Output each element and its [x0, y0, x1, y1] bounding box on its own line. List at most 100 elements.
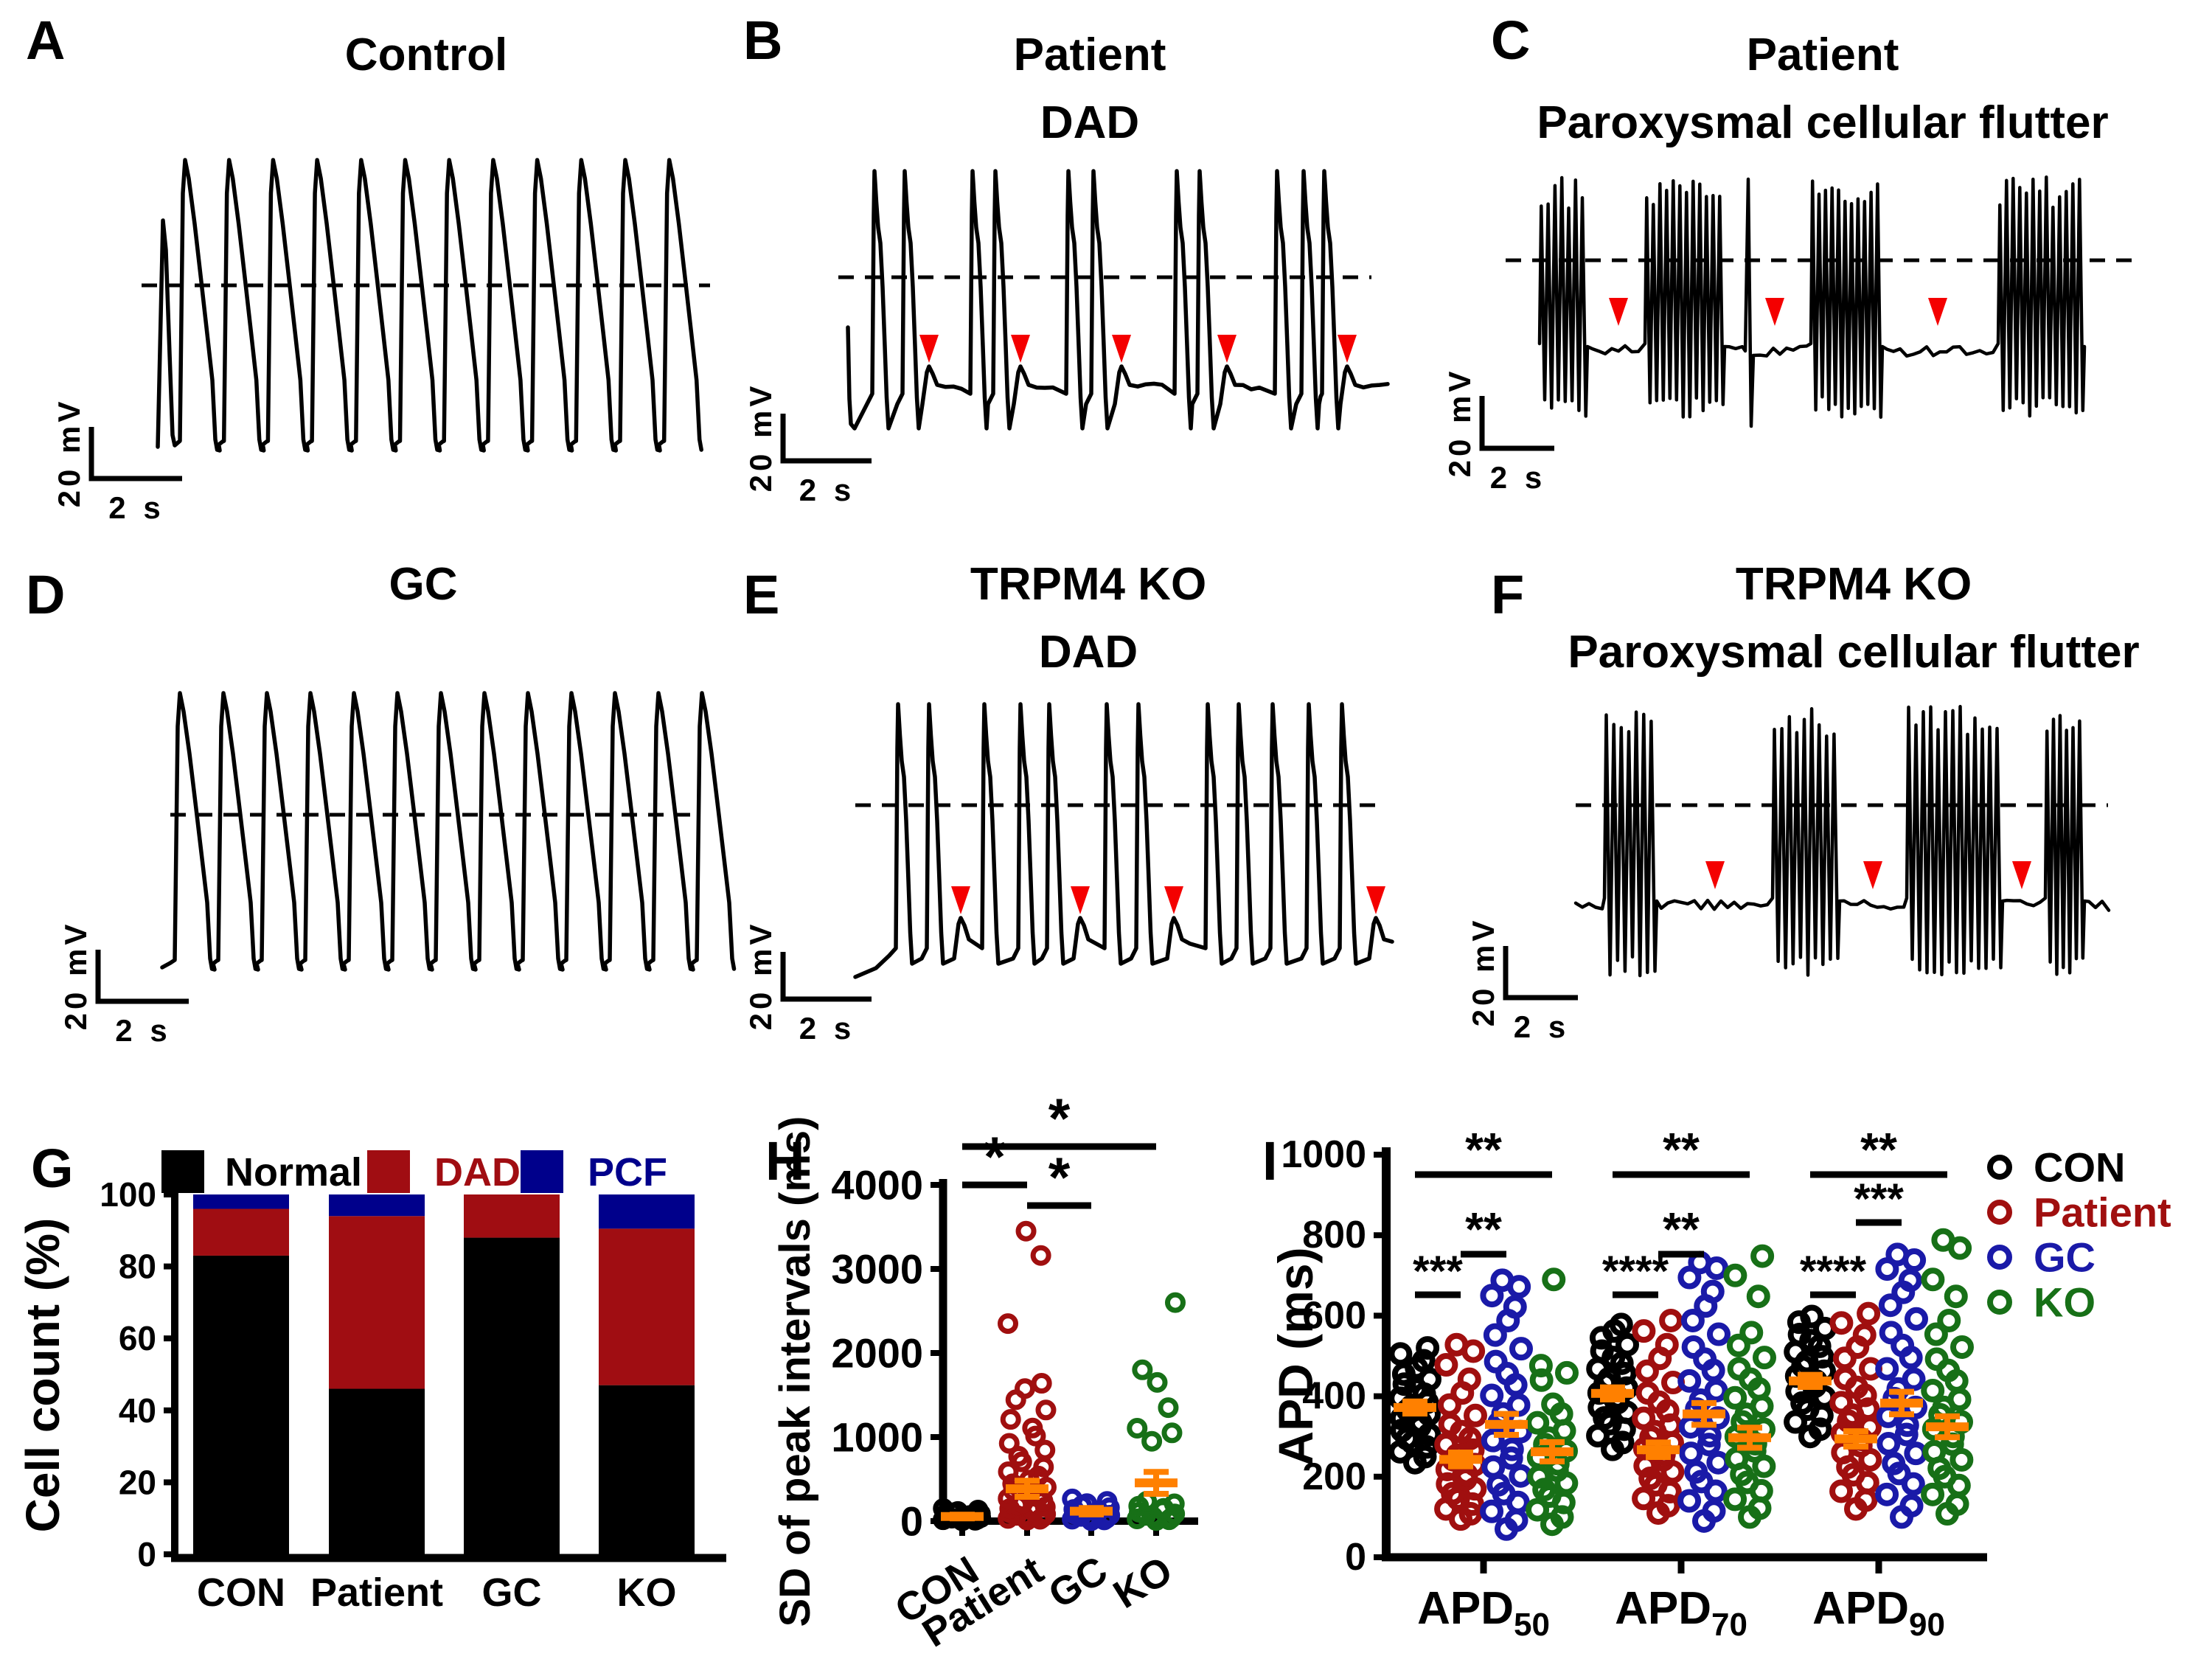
legend-marker-gc [1987, 1245, 2012, 1270]
bar-segment-dad [329, 1216, 425, 1389]
red-arrowhead-icon [1765, 298, 1784, 326]
time-scale-label: 2 s [115, 1013, 172, 1048]
scale-bar [88, 427, 182, 481]
voltage-scale-label: 20 mV [58, 920, 93, 1031]
data-point-gc [1891, 1333, 1915, 1357]
data-point-patient [1656, 1494, 1680, 1518]
panel-letter-D: D [26, 564, 66, 625]
y-tick-label: 4000 [831, 1162, 923, 1208]
data-point-ko [1141, 1430, 1163, 1452]
data-point-con [1808, 1417, 1832, 1441]
data-point-ko [1739, 1321, 1764, 1345]
data-point-gc [1677, 1368, 1702, 1393]
mean-bar [1394, 1402, 1436, 1412]
legend-label: CON [2034, 1144, 2125, 1191]
data-point-patient [1655, 1332, 1679, 1357]
x-category-label: GC [1041, 1548, 1115, 1617]
data-point-patient [1035, 1399, 1057, 1421]
bar-segment-dad [464, 1194, 560, 1238]
data-point-ko [1921, 1482, 1945, 1506]
time-scale-label: 2 s [799, 473, 856, 507]
data-point-con [1800, 1304, 1824, 1329]
red-arrowhead-icon [1863, 861, 1882, 889]
data-point-gc [1680, 1308, 1705, 1332]
y-tick-label: 1000 [831, 1414, 923, 1461]
bar-segment-normal [329, 1388, 425, 1554]
action-potential-trace [1573, 704, 2111, 978]
data-point-con [1787, 1323, 1812, 1347]
mean-bar [1591, 1388, 1634, 1398]
mean-bar [1789, 1376, 1832, 1385]
mean-bar [1926, 1422, 1969, 1432]
legend-label: GC [2034, 1234, 2096, 1281]
y-tick-label: 100 [100, 1175, 156, 1214]
red-arrowhead-icon [1071, 886, 1090, 914]
data-point-patient [1632, 1486, 1656, 1511]
panel-D: D GC 20 mV 2 s [0, 553, 737, 1106]
data-point-ko [1550, 1505, 1574, 1529]
panel-A: A Control 20 mV 2 s [0, 0, 737, 553]
data-point-gc [1894, 1422, 1919, 1447]
significance-stars: * [1048, 1147, 1071, 1209]
data-point-patient [1000, 1409, 1021, 1430]
data-point-ko [1542, 1267, 1566, 1292]
data-point-gc [1681, 1335, 1705, 1359]
data-point-con [1590, 1339, 1614, 1363]
scale-bar [1479, 396, 1554, 451]
data-point-ko [1921, 1378, 1945, 1402]
time-scale-label: 2 s [1489, 460, 1547, 495]
trace-plot-E [780, 702, 1394, 1002]
data-point-gc [1480, 1499, 1504, 1523]
data-point-ko [1526, 1498, 1550, 1522]
data-point-patient [1034, 1439, 1056, 1461]
data-point-patient [1030, 1245, 1051, 1266]
data-point-patient [1833, 1366, 1857, 1391]
legend-label: Patient [2034, 1189, 2171, 1236]
significance-stars: **** [1800, 1248, 1867, 1295]
data-point-patient [998, 1313, 1019, 1335]
data-point-ko [1164, 1292, 1186, 1313]
data-point-gc [1481, 1455, 1506, 1479]
data-point-patient [1829, 1479, 1854, 1503]
time-scale-label: 2 s [799, 1011, 856, 1046]
data-point-patient [1457, 1367, 1481, 1391]
data-point-ko [1723, 1385, 1747, 1410]
red-arrowhead-icon [1366, 886, 1385, 914]
data-point-ko [1924, 1322, 1948, 1346]
red-arrowhead-icon [919, 335, 939, 363]
data-point-con [1411, 1349, 1436, 1373]
panel-I-scatter-chart: 0 200 400 600 800 1000 APD50 APD70 APD90 *** ** ** *… [1253, 1106, 2212, 1659]
data-point-ko [1526, 1411, 1550, 1435]
trace-plot-A [88, 158, 710, 481]
red-arrowhead-icon [1011, 335, 1030, 363]
panel-letter-E: E [743, 564, 780, 625]
mean-bar [1637, 1445, 1680, 1455]
data-point-gc [1700, 1279, 1725, 1304]
y-tick-label: 1000 [1281, 1133, 1366, 1176]
red-arrowhead-icon [1928, 298, 1947, 326]
data-point-gc [1693, 1347, 1717, 1371]
data-point-patient [1632, 1406, 1656, 1430]
data-point-ko [1950, 1335, 1974, 1359]
red-arrowhead-icon [951, 886, 970, 914]
data-point-patient [1635, 1359, 1659, 1383]
panel-title: Patient [1013, 29, 1166, 80]
data-point-gc [1706, 1450, 1731, 1475]
data-point-con [1388, 1342, 1413, 1366]
data-point-con [1610, 1430, 1635, 1455]
red-arrowhead-icon [1609, 298, 1628, 326]
red-arrowhead-icon [1112, 335, 1131, 363]
data-point-con [1784, 1410, 1808, 1434]
y-tick-label: 80 [119, 1248, 156, 1286]
voltage-scale-label: 20 mV [1466, 917, 1500, 1027]
bar-segment-pcf [329, 1194, 425, 1217]
mean-bar [1834, 1434, 1877, 1444]
x-category-label: KO [1106, 1548, 1180, 1617]
mean-bar [941, 1512, 984, 1521]
data-point-gc [1697, 1433, 1721, 1457]
voltage-scale-label: 20 mV [743, 382, 778, 493]
bar-segment-pcf [193, 1194, 289, 1209]
data-point-patient [1438, 1412, 1462, 1436]
